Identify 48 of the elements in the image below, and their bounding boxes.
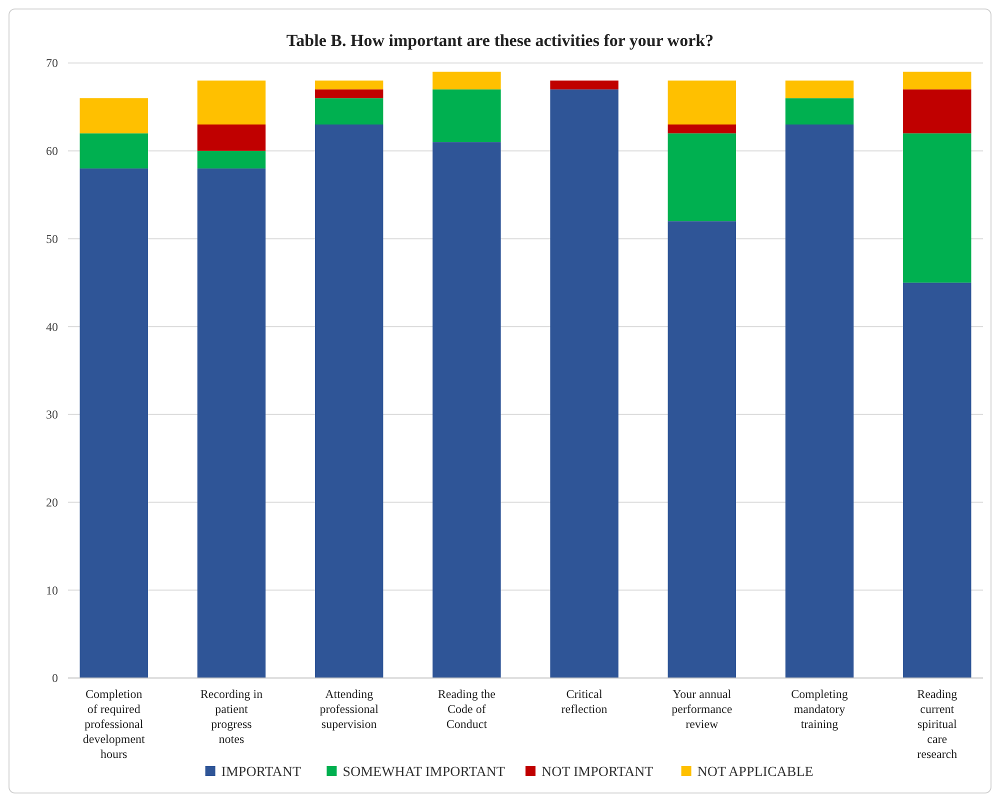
bar (668, 133, 736, 222)
y-tick-label: 10 (46, 583, 58, 598)
bar (314, 124, 384, 678)
legend-label: NOT IMPORTANT (542, 765, 654, 780)
bar (197, 80, 266, 124)
x-tick-label: Your annual performance review (672, 687, 732, 731)
y-tick-label: 70 (46, 56, 58, 70)
bar (432, 72, 501, 90)
x-tick-label: Completion of required professional development hours (82, 687, 146, 761)
bar (668, 124, 736, 134)
y-tick-label: 20 (46, 495, 58, 510)
x-tick-label: Reading current spiritual care research (917, 687, 958, 761)
bar (668, 80, 736, 124)
y-tick-label: 60 (46, 144, 58, 158)
bar (80, 133, 148, 168)
bar (903, 89, 972, 134)
x-tick-label: Completing mandatory training (791, 687, 848, 731)
bar (668, 221, 736, 678)
bar (197, 150, 266, 168)
legend-label: SOMEWHAT IMPORTANT (342, 765, 506, 780)
bar (903, 72, 972, 90)
bar (314, 98, 384, 124)
x-tick-label: Critical reflection (561, 687, 608, 716)
y-tick-label: 0 (52, 671, 58, 686)
bar (432, 142, 501, 678)
bar (550, 80, 618, 90)
bar (785, 80, 854, 98)
legend-label: NOT APPLICABLE (697, 765, 814, 780)
y-tick-label: 50 (46, 232, 58, 246)
bar (197, 124, 266, 151)
bar (785, 98, 854, 124)
bar (314, 89, 384, 98)
bar (903, 282, 972, 678)
legend-label: IMPORTANT (221, 765, 302, 780)
y-tick-label: 30 (46, 408, 58, 422)
x-tick-label: Attending professional supervision (320, 687, 380, 731)
x-tick-label: Reading the Code of Conduct (438, 687, 496, 731)
bar (314, 80, 384, 90)
bar (432, 89, 501, 142)
bar (197, 168, 266, 678)
y-tick-label: 40 (46, 320, 58, 334)
bar (785, 124, 854, 678)
bar (550, 89, 618, 678)
bar (903, 133, 972, 283)
bar (80, 98, 148, 134)
bar (80, 168, 148, 678)
x-tick-label: Recording in patient progress notes (200, 687, 263, 746)
chart-title: Table B. How important are these activities for your work? (286, 31, 714, 50)
